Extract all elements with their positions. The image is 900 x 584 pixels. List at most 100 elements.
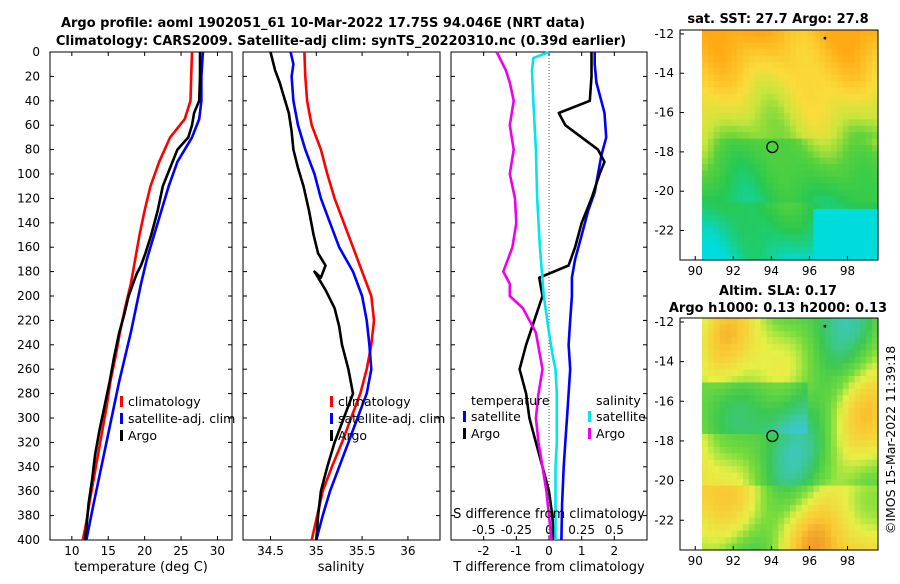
map-cell xyxy=(754,330,762,338)
map-cell xyxy=(872,440,879,448)
map-cell xyxy=(784,414,791,422)
map-cell xyxy=(872,113,879,121)
map-cell xyxy=(854,87,861,95)
map-cell xyxy=(872,537,879,545)
map-cell xyxy=(819,498,826,506)
map-cell xyxy=(807,74,815,82)
map-cell xyxy=(807,530,815,538)
map-cell xyxy=(813,363,820,371)
map-cell xyxy=(737,408,744,416)
map-cell xyxy=(848,125,856,133)
map-cell xyxy=(754,350,762,358)
legend-temperature-header: temperature xyxy=(471,393,550,408)
map-cell xyxy=(836,363,844,371)
map-cell xyxy=(790,100,797,108)
map-cell xyxy=(784,119,791,127)
map-cell xyxy=(813,183,820,191)
x-tick-label: -1 xyxy=(510,544,522,558)
map-cell xyxy=(702,414,709,422)
map-cell xyxy=(707,170,715,178)
map-cell xyxy=(737,61,744,69)
map-cell xyxy=(707,61,715,69)
map-cell xyxy=(848,202,856,210)
map-cell xyxy=(854,524,861,532)
map-cell xyxy=(719,74,727,82)
map-cell xyxy=(819,176,826,184)
map-cell xyxy=(719,36,727,44)
map-cell xyxy=(731,350,738,358)
map-cell xyxy=(825,125,832,133)
map-cell xyxy=(719,42,727,50)
map-cell xyxy=(872,427,879,435)
map-cell xyxy=(825,106,832,114)
map-cell xyxy=(713,176,721,184)
map-cell xyxy=(813,145,820,152)
map-cell xyxy=(872,421,879,429)
map-cell xyxy=(801,343,809,351)
x-tick-label: 1 xyxy=(578,544,586,558)
lon-tick-label: 98 xyxy=(840,554,855,568)
map-cell xyxy=(831,537,838,545)
map-cell xyxy=(807,87,815,95)
map-cell xyxy=(784,446,791,454)
map-cell xyxy=(795,42,803,50)
map-cell xyxy=(831,208,838,216)
map-cell xyxy=(737,356,744,364)
map-cell xyxy=(778,440,785,448)
map-cell xyxy=(819,376,826,384)
map-cell xyxy=(702,350,709,358)
map-cell xyxy=(760,324,768,332)
legend-swatch-s-argo xyxy=(588,428,591,439)
map-cell xyxy=(754,446,762,454)
x-tick-label: 20 xyxy=(137,544,152,558)
map-cell xyxy=(795,466,803,474)
map-cell xyxy=(872,100,879,108)
map-cell xyxy=(795,247,803,255)
map-cell xyxy=(713,472,721,480)
map-cell xyxy=(807,164,815,172)
map-cell xyxy=(748,170,756,178)
map-cell xyxy=(848,170,856,178)
map-cell xyxy=(713,145,721,152)
map-cell xyxy=(872,446,879,454)
map-cell xyxy=(754,106,762,114)
map-cell xyxy=(772,434,779,442)
map-cell xyxy=(831,93,838,101)
map-cell xyxy=(754,434,762,442)
map-cell xyxy=(784,183,791,191)
map-cell xyxy=(819,228,826,236)
map-cell xyxy=(825,479,832,487)
map-cell xyxy=(719,164,727,172)
map-cell xyxy=(743,350,750,358)
map-cell xyxy=(872,234,879,242)
map-cell xyxy=(707,81,715,89)
map-cell xyxy=(790,382,797,390)
map-cell xyxy=(819,324,826,332)
map-cell xyxy=(854,215,861,223)
map-cell xyxy=(866,343,873,351)
map-cell xyxy=(854,138,861,146)
map-cell xyxy=(743,138,750,146)
map-cell xyxy=(713,113,721,121)
map-cell xyxy=(748,93,756,101)
map-cell xyxy=(760,427,768,435)
map-cell xyxy=(784,189,791,197)
map-cell xyxy=(825,176,832,184)
map-cell xyxy=(702,247,709,255)
map-cell xyxy=(872,189,879,197)
map-cell xyxy=(707,247,715,255)
map-cell xyxy=(790,511,797,519)
map-cell xyxy=(725,324,732,332)
map-cell xyxy=(807,459,815,467)
map-cell xyxy=(801,511,809,519)
map-cell xyxy=(713,498,721,506)
map-cell xyxy=(731,145,738,152)
map-cell xyxy=(813,196,820,204)
map-cell xyxy=(731,247,738,255)
x-tick-label: 35 xyxy=(309,544,324,558)
map-cell xyxy=(807,247,815,255)
map-cell xyxy=(719,61,727,69)
map-cell xyxy=(702,100,709,108)
map-cell xyxy=(725,376,732,384)
map-cell xyxy=(702,401,709,409)
